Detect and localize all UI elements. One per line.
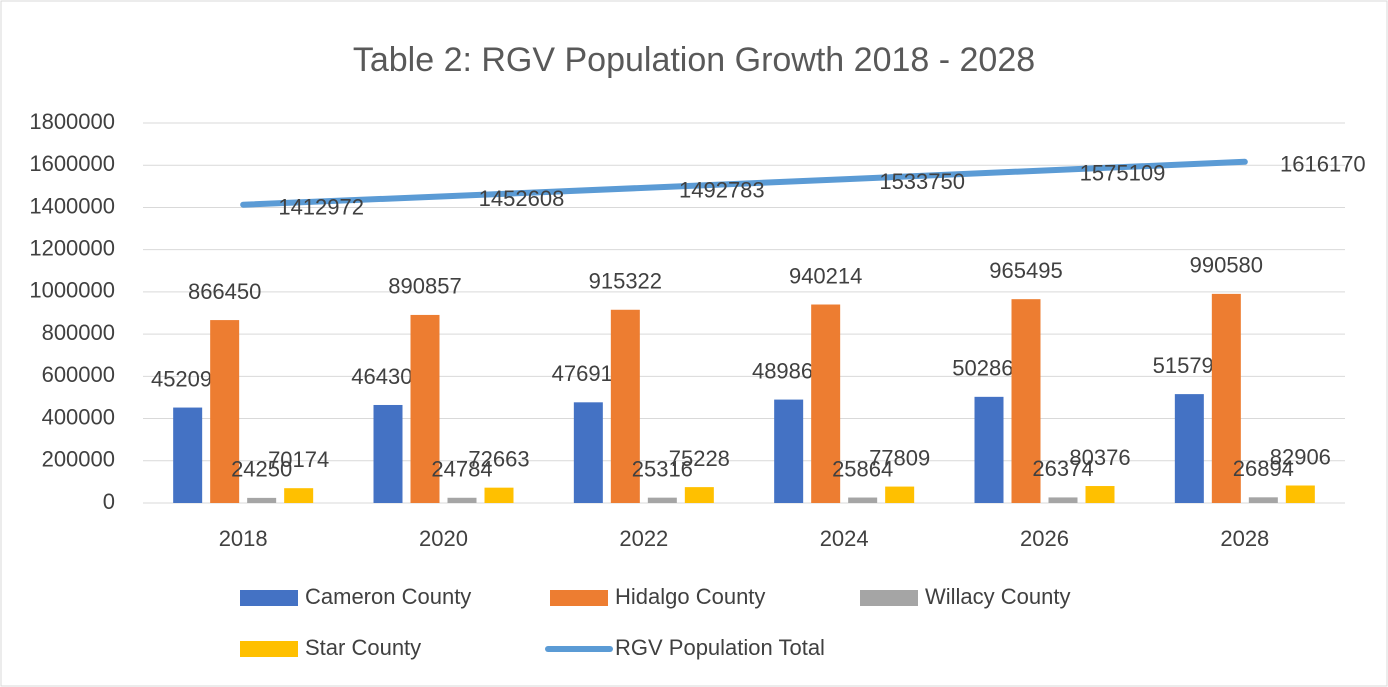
legend-swatch bbox=[550, 590, 608, 606]
legend-label: RGV Population Total bbox=[615, 635, 825, 660]
y-tick-label: 400000 bbox=[42, 404, 115, 429]
data-label: 1575109 bbox=[1080, 160, 1166, 185]
bar bbox=[1248, 497, 1278, 503]
bar bbox=[774, 399, 804, 503]
bar bbox=[1285, 485, 1315, 503]
data-label: 24250 bbox=[231, 457, 292, 482]
data-label: 26894 bbox=[1233, 456, 1294, 481]
chart-title: Table 2: RGV Population Growth 2018 - 20… bbox=[353, 41, 1035, 79]
y-tick-label: 1800000 bbox=[29, 109, 115, 134]
bar bbox=[811, 304, 841, 503]
data-label: 80376 bbox=[1069, 445, 1130, 470]
y-tick-label: 0 bbox=[103, 489, 115, 514]
data-label: 75228 bbox=[669, 446, 730, 471]
x-tick-label: 2022 bbox=[619, 526, 668, 551]
y-tick-label: 800000 bbox=[42, 320, 115, 345]
bar bbox=[484, 487, 514, 503]
data-label: 26374 bbox=[1032, 456, 1093, 481]
legend-label: Hidalgo County bbox=[615, 584, 765, 609]
bar bbox=[284, 488, 314, 503]
bar bbox=[848, 497, 878, 503]
data-label: 965495 bbox=[989, 258, 1062, 283]
data-label: 1452608 bbox=[479, 186, 565, 211]
bar bbox=[573, 402, 603, 503]
data-label: 940214 bbox=[789, 263, 862, 288]
bar bbox=[1085, 486, 1115, 503]
legend-label: Cameron County bbox=[305, 584, 471, 609]
bar bbox=[647, 497, 677, 503]
data-label: 1533750 bbox=[879, 169, 965, 194]
data-label: 1412972 bbox=[278, 195, 364, 220]
line bbox=[240, 158, 1248, 208]
bar bbox=[447, 497, 477, 503]
legend-swatch bbox=[860, 590, 918, 606]
data-label: 1616170 bbox=[1280, 152, 1366, 177]
y-tick-label: 1200000 bbox=[29, 235, 115, 260]
legend-label: Star County bbox=[305, 635, 421, 660]
data-label: 915322 bbox=[589, 269, 662, 294]
legend-label: Willacy County bbox=[925, 584, 1070, 609]
x-tick-label: 2020 bbox=[419, 526, 468, 551]
data-label: 82906 bbox=[1270, 444, 1331, 469]
data-label: 72663 bbox=[468, 446, 529, 471]
legend-swatch bbox=[240, 641, 298, 657]
y-tick-label: 1400000 bbox=[29, 193, 115, 218]
y-tick-label: 200000 bbox=[42, 447, 115, 472]
y-tick-label: 1000000 bbox=[29, 278, 115, 303]
data-label: 25864 bbox=[832, 456, 893, 481]
data-label: 70174 bbox=[268, 447, 329, 472]
bar bbox=[210, 320, 240, 503]
y-tick-label: 1600000 bbox=[29, 151, 115, 176]
bar bbox=[1211, 293, 1241, 503]
bar bbox=[1048, 497, 1078, 503]
bar bbox=[1174, 394, 1204, 503]
data-label: 77809 bbox=[869, 445, 930, 470]
data-label: 890857 bbox=[388, 274, 461, 299]
bar bbox=[173, 407, 203, 503]
x-tick-label: 2026 bbox=[1020, 526, 1069, 551]
bar bbox=[373, 404, 403, 503]
data-label: 866450 bbox=[188, 279, 261, 304]
x-tick-label: 2018 bbox=[219, 526, 268, 551]
bar bbox=[684, 487, 714, 503]
data-label: 25316 bbox=[632, 456, 693, 481]
x-tick-label: 2028 bbox=[1220, 526, 1269, 551]
bar bbox=[410, 314, 440, 503]
legend-swatch bbox=[240, 590, 298, 606]
data-label: 1492783 bbox=[679, 178, 765, 203]
bar bbox=[1011, 299, 1041, 503]
x-tick-label: 2024 bbox=[820, 526, 869, 551]
y-tick-label: 600000 bbox=[42, 362, 115, 387]
bar bbox=[885, 486, 915, 503]
data-label: 24784 bbox=[431, 457, 492, 482]
data-label: 990580 bbox=[1190, 253, 1263, 278]
bar bbox=[247, 497, 277, 503]
bar bbox=[974, 396, 1004, 503]
bar bbox=[610, 309, 640, 503]
